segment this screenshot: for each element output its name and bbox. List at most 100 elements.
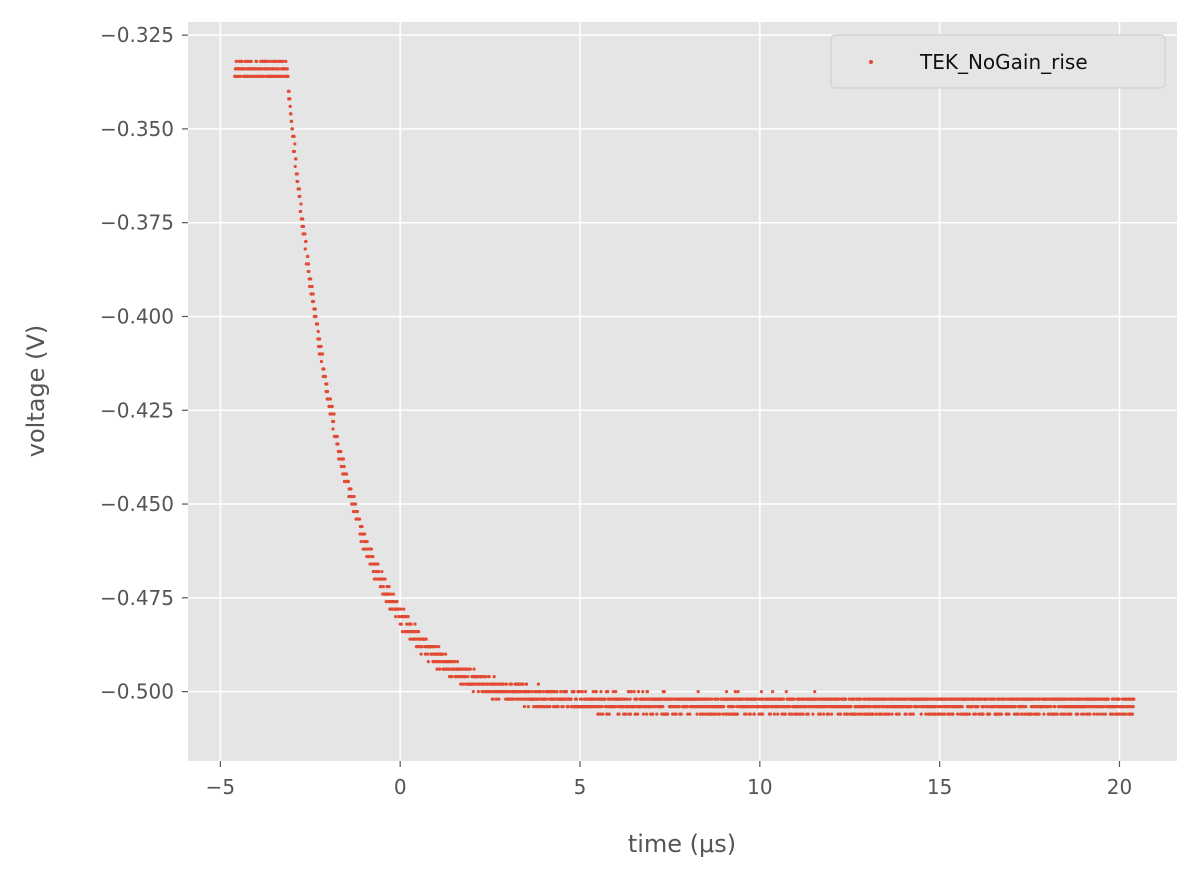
scatter-point <box>365 539 369 544</box>
scatter-point <box>818 712 823 716</box>
scatter-point <box>1030 712 1034 716</box>
scatter-point <box>336 442 340 446</box>
scatter-point <box>297 187 302 191</box>
scatter-point <box>628 697 632 701</box>
scatter-point <box>1095 712 1099 716</box>
scatter-point <box>345 472 349 476</box>
scatter-point <box>641 690 645 694</box>
scatter-point <box>304 239 308 244</box>
scatter-point <box>788 705 792 709</box>
scatter-point <box>679 712 683 716</box>
scatter-point <box>636 712 640 716</box>
scatter-point <box>301 217 305 221</box>
scatter-point <box>249 59 253 63</box>
scatter-point <box>322 367 326 371</box>
scatter-point <box>890 712 894 716</box>
scatter-point <box>736 690 740 694</box>
scatter-point <box>261 74 265 78</box>
scatter-point <box>741 697 745 701</box>
scatter-point <box>1069 712 1073 716</box>
scatter-point <box>776 712 780 716</box>
scatter-point <box>783 712 787 716</box>
scatter-point <box>772 712 777 716</box>
scatter-point <box>296 179 300 184</box>
scatter-point <box>591 690 595 694</box>
scatter-point <box>665 712 670 716</box>
scatter-point <box>289 112 293 116</box>
scatter-point <box>483 682 487 686</box>
scatter-point <box>468 667 473 671</box>
scatter-point <box>993 697 997 701</box>
scatter-point <box>544 697 548 701</box>
scatter-point <box>909 705 913 709</box>
y-tick-label: −0.325 <box>100 23 174 47</box>
scatter-point <box>393 614 398 619</box>
scatter-point <box>574 697 579 701</box>
scatter-point <box>476 690 480 694</box>
scatter-point <box>811 712 815 716</box>
scatter-point <box>904 712 908 716</box>
scatter-point <box>298 209 303 214</box>
scatter-point <box>492 675 496 679</box>
scatter-point <box>645 690 650 694</box>
scatter-point <box>295 172 299 176</box>
scatter-point <box>309 277 313 281</box>
scatter-point <box>1092 712 1096 716</box>
scatter-point <box>814 697 818 701</box>
scatter-point <box>960 705 964 709</box>
scatter-point <box>1062 712 1067 716</box>
scatter-point <box>426 659 430 664</box>
scatter-point <box>293 142 297 146</box>
scatter-point <box>609 697 613 701</box>
scatter-point <box>1082 712 1086 716</box>
scatter-point <box>713 712 718 716</box>
scatter-point <box>463 675 467 679</box>
scatter-point <box>335 434 339 439</box>
scatter-point <box>360 524 364 529</box>
scatter-point <box>641 712 646 716</box>
scatter-point <box>1130 712 1134 716</box>
scatter-point <box>400 629 405 634</box>
scatter-point <box>661 705 665 709</box>
scatter-point <box>349 487 353 491</box>
scatter-point <box>417 629 421 634</box>
scatter-point <box>491 697 495 701</box>
scatter-point <box>735 705 739 709</box>
scatter-point <box>290 119 294 124</box>
scatter-point <box>1131 705 1135 709</box>
scatter-point <box>594 690 598 694</box>
scatter-point <box>434 644 438 649</box>
scatter-point <box>521 682 525 686</box>
scatter-point <box>716 697 720 701</box>
scatter-point <box>606 690 610 694</box>
scatter-point <box>614 690 618 694</box>
scatter-point <box>844 697 848 701</box>
scatter-point <box>759 690 764 694</box>
scatter-point <box>294 157 298 161</box>
scatter-point <box>240 59 244 63</box>
scatter-point <box>315 322 320 326</box>
scatter-point <box>487 675 491 679</box>
scatter-point <box>822 712 826 716</box>
scatter-point <box>724 690 729 694</box>
y-tick-label: −0.500 <box>100 680 174 704</box>
scatter-point <box>583 690 588 694</box>
y-axis-label: voltage (V) <box>22 325 50 457</box>
scatter-point <box>1023 712 1027 716</box>
scatter-point <box>1080 712 1084 716</box>
scatter-point <box>512 697 516 701</box>
x-tick-label: 0 <box>394 775 407 799</box>
scatter-point <box>607 712 611 716</box>
scatter-point <box>319 359 324 364</box>
scatter-point <box>688 712 692 716</box>
scatter-point <box>413 622 417 626</box>
scatter-point <box>933 712 937 716</box>
x-axis-label: time (μs) <box>628 830 736 858</box>
scatter-point <box>621 705 625 709</box>
scatter-point <box>307 284 312 289</box>
scatter-point <box>636 690 641 694</box>
scatter-point <box>288 97 292 101</box>
scatter-point <box>976 705 980 709</box>
y-tick-label: −0.350 <box>100 117 174 141</box>
